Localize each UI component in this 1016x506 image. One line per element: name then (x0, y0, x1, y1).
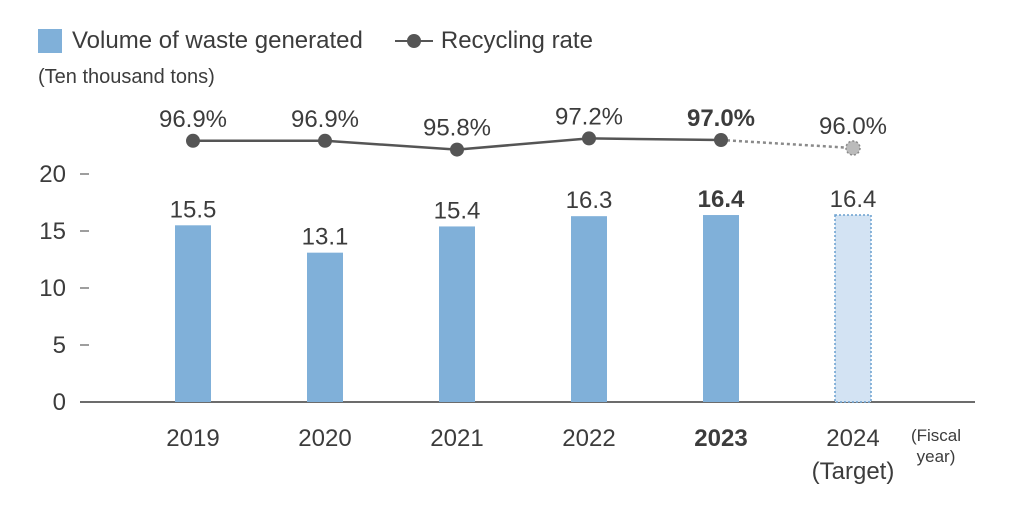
line-value-label: 97.2% (555, 103, 623, 130)
bar (703, 215, 739, 402)
bar (439, 226, 475, 402)
line-point (714, 133, 728, 147)
line-segment (324, 139, 458, 151)
x-axis-note: year) (917, 447, 956, 466)
line-value-label: 97.0% (687, 105, 755, 132)
x-category-label: 2021 (430, 425, 483, 452)
x-category-sublabel: (Target) (812, 458, 895, 485)
y-tick-label: 20 (39, 161, 66, 188)
bar-target (834, 214, 872, 403)
bar-value-label: 16.4 (698, 186, 745, 213)
bar-value-label: 16.3 (566, 187, 613, 214)
bar-value-label: 16.4 (830, 186, 877, 213)
bar-value-label: 15.4 (434, 197, 481, 224)
line-point (450, 142, 464, 157)
line-value-label: 96.9% (291, 106, 359, 133)
x-category-label: 2024 (826, 425, 879, 452)
bar-legend-label: Volume of waste generated (72, 27, 363, 54)
line-value-label: 96.0% (819, 113, 887, 140)
y-axis-unit-label: (Ten thousand tons) (38, 66, 215, 88)
line-legend-label: Recycling rate (440, 27, 593, 54)
line-point (582, 131, 596, 146)
line-point (186, 133, 200, 148)
line-segment (456, 137, 590, 151)
line-point-target (845, 140, 861, 156)
bar (307, 252, 343, 402)
bar-legend-swatch (38, 29, 62, 53)
line-segment (588, 137, 722, 142)
x-category-label: 2023 (694, 425, 747, 452)
x-category-label: 2020 (298, 425, 351, 452)
y-tick-label: 5 (53, 332, 66, 359)
line-point (318, 133, 332, 148)
line-legend-marker (394, 29, 433, 53)
bar (175, 225, 211, 402)
y-tick-label: 15 (39, 218, 66, 245)
bar-value-label: 13.1 (302, 224, 349, 251)
line-segment-target (720, 138, 854, 150)
x-category-label: 2022 (562, 425, 615, 452)
x-axis-note: (Fiscal (911, 426, 961, 445)
line-value-label: 96.9% (159, 106, 227, 133)
y-tick-label: 0 (53, 389, 66, 416)
bar (571, 216, 607, 402)
legend: Volume of waste generated Recycling rate (38, 26, 593, 56)
y-tick-label: 10 (39, 275, 66, 302)
x-category-label: 2019 (166, 425, 219, 452)
line-value-label: 95.8% (423, 115, 491, 142)
bar-value-label: 15.5 (170, 196, 217, 223)
